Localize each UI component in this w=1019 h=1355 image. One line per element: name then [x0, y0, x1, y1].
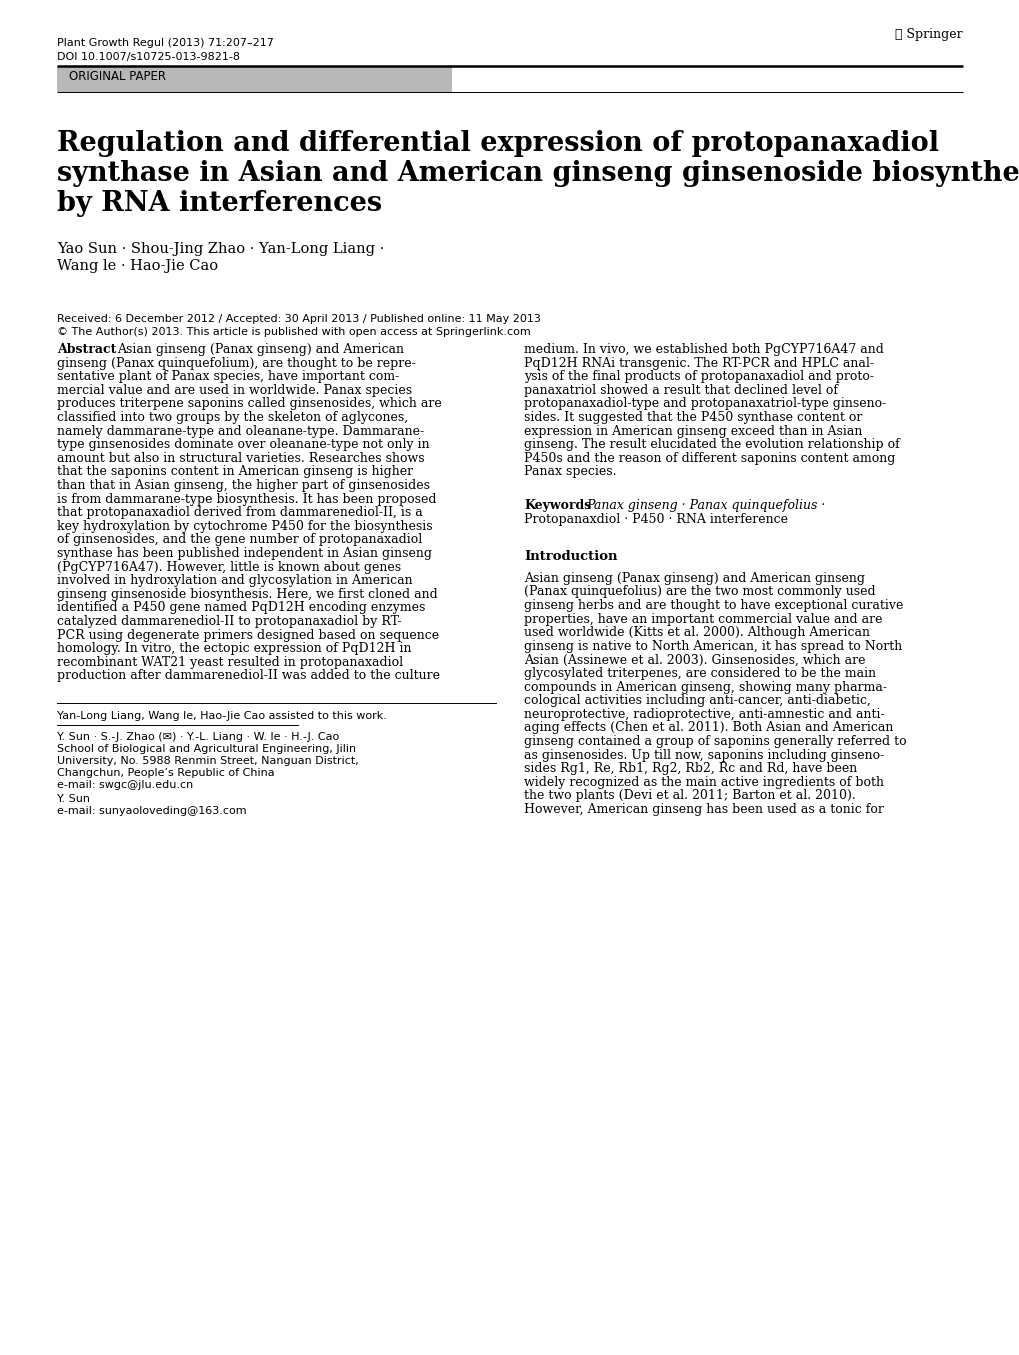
Text: sides. It suggested that the P450 synthase content or: sides. It suggested that the P450 syntha… — [524, 411, 861, 424]
Text: synthase in Asian and American ginseng ginsenoside biosynthesis: synthase in Asian and American ginseng g… — [57, 160, 1019, 187]
Text: Panax species.: Panax species. — [524, 465, 615, 478]
Text: ORIGINAL PAPER: ORIGINAL PAPER — [69, 70, 166, 83]
Text: medium. In vivo, we established both PgCYP716A47 and: medium. In vivo, we established both PgC… — [524, 343, 883, 356]
Text: Panax ginseng · Panax quinquefolius ·: Panax ginseng · Panax quinquefolius · — [586, 500, 824, 512]
Text: catalyzed dammarenediol-II to protopanaxadiol by RT-: catalyzed dammarenediol-II to protopanax… — [57, 615, 401, 627]
Text: ginseng. The result elucidated the evolution relationship of: ginseng. The result elucidated the evolu… — [524, 438, 899, 451]
Text: Asian ginseng (Panax ginseng) and American: Asian ginseng (Panax ginseng) and Americ… — [117, 343, 404, 356]
Text: neuroprotective, radioprotective, anti-amnestic and anti-: neuroprotective, radioprotective, anti-a… — [524, 707, 883, 721]
Text: that protopanaxadiol derived from dammarenediol-II, is a: that protopanaxadiol derived from dammar… — [57, 507, 422, 519]
Text: widely recognized as the main active ingredients of both: widely recognized as the main active ing… — [524, 776, 883, 789]
Text: properties, have an important commercial value and are: properties, have an important commercial… — [524, 612, 881, 626]
Text: (Panax quinquefolius) are the two most commonly used: (Panax quinquefolius) are the two most c… — [524, 585, 874, 599]
Text: mercial value and are used in worldwide. Panax species: mercial value and are used in worldwide.… — [57, 383, 412, 397]
Text: University, No. 5988 Renmin Street, Nanguan District,: University, No. 5988 Renmin Street, Nang… — [57, 756, 359, 767]
Text: homology. In vitro, the ectopic expression of PqD12H in: homology. In vitro, the ectopic expressi… — [57, 642, 411, 656]
Text: Y. Sun: Y. Sun — [57, 794, 90, 805]
Text: P450s and the reason of different saponins content among: P450s and the reason of different saponi… — [524, 451, 895, 465]
Text: Keywords: Keywords — [524, 500, 591, 512]
Text: key hydroxylation by cytochrome P450 for the biosynthesis: key hydroxylation by cytochrome P450 for… — [57, 520, 432, 533]
Text: recombinant WAT21 yeast resulted in protopanaxadiol: recombinant WAT21 yeast resulted in prot… — [57, 656, 403, 669]
Text: Introduction: Introduction — [524, 550, 616, 564]
Text: Regulation and differential expression of protopanaxadiol: Regulation and differential expression o… — [57, 130, 938, 157]
Text: classified into two groups by the skeleton of aglycones,: classified into two groups by the skelet… — [57, 411, 408, 424]
Text: expression in American ginseng exceed than in Asian: expression in American ginseng exceed th… — [524, 424, 861, 438]
Text: ④ Springer: ④ Springer — [895, 28, 962, 41]
Text: Changchun, People’s Republic of China: Changchun, People’s Republic of China — [57, 768, 274, 778]
Text: involved in hydroxylation and glycosylation in American: involved in hydroxylation and glycosylat… — [57, 575, 413, 587]
Text: Plant Growth Regul (2013) 71:207–217: Plant Growth Regul (2013) 71:207–217 — [57, 38, 274, 47]
Text: e-mail: swgc@jlu.edu.cn: e-mail: swgc@jlu.edu.cn — [57, 780, 193, 790]
Text: is from dammarane-type biosynthesis. It has been proposed: is from dammarane-type biosynthesis. It … — [57, 493, 436, 505]
Text: Wang le · Hao-Jie Cao: Wang le · Hao-Jie Cao — [57, 259, 218, 272]
Text: that the saponins content in American ginseng is higher: that the saponins content in American gi… — [57, 465, 413, 478]
Text: Yan-Long Liang, Wang le, Hao-Jie Cao assisted to this work.: Yan-Long Liang, Wang le, Hao-Jie Cao ass… — [57, 711, 386, 721]
Text: Yao Sun · Shou-Jing Zhao · Yan-Long Liang ·: Yao Sun · Shou-Jing Zhao · Yan-Long Lian… — [57, 243, 384, 256]
Text: compounds in American ginseng, showing many pharma-: compounds in American ginseng, showing m… — [524, 680, 887, 694]
Text: used worldwide (Kitts et al. 2000). Although American: used worldwide (Kitts et al. 2000). Alth… — [524, 626, 869, 640]
Text: cological activities including anti-cancer, anti-diabetic,: cological activities including anti-canc… — [524, 694, 870, 707]
Text: Y. Sun · S.-J. Zhao (✉) · Y.-L. Liang · W. le · H.-J. Cao: Y. Sun · S.-J. Zhao (✉) · Y.-L. Liang · … — [57, 733, 339, 743]
Text: School of Biological and Agricultural Engineering, Jilin: School of Biological and Agricultural En… — [57, 744, 356, 755]
Text: (PgCYP716A47). However, little is known about genes: (PgCYP716A47). However, little is known … — [57, 561, 400, 573]
Text: type ginsenosides dominate over oleanane-type not only in: type ginsenosides dominate over oleanane… — [57, 438, 429, 451]
Text: However, American ginseng has been used as a tonic for: However, American ginseng has been used … — [524, 804, 883, 816]
Text: identified a P450 gene named PqD12H encoding enzymes: identified a P450 gene named PqD12H enco… — [57, 602, 425, 614]
Text: sentative plant of Panax species, have important com-: sentative plant of Panax species, have i… — [57, 370, 398, 383]
Text: protopanaxadiol-type and protopanaxatriol-type ginseno-: protopanaxadiol-type and protopanaxatrio… — [524, 397, 886, 411]
Text: synthase has been published independent in Asian ginseng: synthase has been published independent … — [57, 547, 432, 560]
Text: ysis of the final products of protopanaxadiol and proto-: ysis of the final products of protopanax… — [524, 370, 873, 383]
Text: than that in Asian ginseng, the higher part of ginsenosides: than that in Asian ginseng, the higher p… — [57, 480, 430, 492]
Text: PqD12H RNAi transgenic. The RT-PCR and HPLC anal-: PqD12H RNAi transgenic. The RT-PCR and H… — [524, 356, 873, 370]
Text: Received: 6 December 2012 / Accepted: 30 April 2013 / Published online: 11 May 2: Received: 6 December 2012 / Accepted: 30… — [57, 314, 540, 324]
Text: as ginsenosides. Up till now, saponins including ginseno-: as ginsenosides. Up till now, saponins i… — [524, 748, 883, 762]
Text: © The Author(s) 2013. This article is published with open access at Springerlink: © The Author(s) 2013. This article is pu… — [57, 327, 530, 337]
Text: namely dammarane-type and oleanane-type. Dammarane-: namely dammarane-type and oleanane-type.… — [57, 424, 424, 438]
Text: ginseng is native to North American, it has spread to North: ginseng is native to North American, it … — [524, 640, 902, 653]
Text: e-mail: sunyaoloveding@163.com: e-mail: sunyaoloveding@163.com — [57, 806, 247, 817]
Text: the two plants (Devi et al. 2011; Barton et al. 2010).: the two plants (Devi et al. 2011; Barton… — [524, 790, 855, 802]
Text: of ginsenosides, and the gene number of protopanaxadiol: of ginsenosides, and the gene number of … — [57, 534, 422, 546]
Text: DOI 10.1007/s10725-013-9821-8: DOI 10.1007/s10725-013-9821-8 — [57, 51, 239, 62]
Text: ginseng (Panax quinquefolium), are thought to be repre-: ginseng (Panax quinquefolium), are thoug… — [57, 356, 416, 370]
Bar — [57, 66, 451, 92]
Text: produces triterpene saponins called ginsenosides, which are: produces triterpene saponins called gins… — [57, 397, 441, 411]
Text: aging effects (Chen et al. 2011). Both Asian and American: aging effects (Chen et al. 2011). Both A… — [524, 721, 893, 734]
Text: glycosylated triterpenes, are considered to be the main: glycosylated triterpenes, are considered… — [524, 667, 875, 680]
Text: panaxatriol showed a result that declined level of: panaxatriol showed a result that decline… — [524, 383, 838, 397]
Text: by RNA interferences: by RNA interferences — [57, 190, 382, 217]
Text: ginseng herbs and are thought to have exceptional curative: ginseng herbs and are thought to have ex… — [524, 599, 903, 612]
Text: production after dammarenediol-II was added to the culture: production after dammarenediol-II was ad… — [57, 669, 439, 683]
Text: sides Rg1, Re, Rb1, Rg2, Rb2, Rc and Rd, have been: sides Rg1, Re, Rb1, Rg2, Rb2, Rc and Rd,… — [524, 763, 856, 775]
Text: amount but also in structural varieties. Researches shows: amount but also in structural varieties.… — [57, 451, 424, 465]
Text: Abstract: Abstract — [57, 343, 116, 356]
Text: ginseng ginsenoside biosynthesis. Here, we first cloned and: ginseng ginsenoside biosynthesis. Here, … — [57, 588, 437, 600]
Text: Protopanaxdiol · P450 · RNA interference: Protopanaxdiol · P450 · RNA interference — [524, 514, 788, 526]
Text: ginseng contained a group of saponins generally referred to: ginseng contained a group of saponins ge… — [524, 734, 906, 748]
Text: PCR using degenerate primers designed based on sequence: PCR using degenerate primers designed ba… — [57, 629, 439, 642]
Text: Asian (Assinewe et al. 2003). Ginsenosides, which are: Asian (Assinewe et al. 2003). Ginsenosid… — [524, 653, 865, 667]
Text: Asian ginseng (Panax ginseng) and American ginseng: Asian ginseng (Panax ginseng) and Americ… — [524, 572, 864, 585]
